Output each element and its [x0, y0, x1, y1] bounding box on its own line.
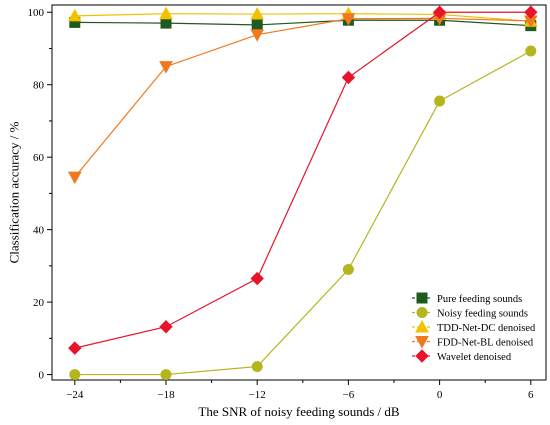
data-point [250, 271, 264, 286]
x-axis-title: The SNR of noisy feeding sounds / dB [198, 404, 399, 419]
data-point [342, 263, 354, 275]
series-layer [67, 5, 538, 381]
legend-marker [416, 307, 428, 318]
x-tick-label: −12 [249, 389, 266, 401]
series-1 [69, 45, 537, 381]
legend-label: TDD-Net-DC denoised [437, 323, 536, 334]
series-line [74, 50, 532, 376]
data-point [160, 369, 172, 381]
legend-label: Noisy feeding sounds [437, 309, 528, 320]
data-point [251, 361, 263, 373]
data-point [525, 45, 537, 57]
data-point [159, 6, 173, 20]
legend-item: Pure feeding sounds [412, 292, 522, 305]
data-point [250, 29, 265, 42]
legend-item: Wavelet denoised [412, 349, 512, 363]
x-tick-label: −6 [343, 389, 355, 401]
x-tick-label: −18 [157, 389, 175, 401]
data-point [69, 369, 81, 381]
y-tick-label: 100 [28, 7, 45, 19]
data-point [432, 5, 447, 19]
data-point [68, 341, 82, 355]
x-tick-label: 6 [528, 389, 534, 401]
data-point [67, 171, 82, 185]
y-tick-label: 60 [33, 152, 45, 164]
y-axis: 0 20 40 60 80 100 [28, 7, 52, 382]
y-tick-label: 0 [39, 370, 45, 382]
data-point [251, 19, 263, 31]
legend-item: FDD-Net-BL denoised [412, 336, 534, 349]
legend-label: Wavelet denoised [437, 352, 512, 363]
data-point [434, 95, 446, 107]
y-tick-label: 20 [33, 297, 45, 309]
series-line [74, 19, 531, 27]
legend-label: FDD-Net-BL denoised [437, 338, 534, 349]
data-point [159, 61, 173, 74]
data-point [250, 7, 265, 20]
legend-label: Pure feeding sounds [437, 294, 522, 305]
x-tick-label: −24 [66, 389, 84, 401]
plot-border [51, 4, 547, 381]
series-3 [67, 12, 538, 185]
data-point [159, 320, 173, 334]
x-axis: −24 −18 −12 −6 0 6 [66, 380, 534, 401]
legend-marker [415, 336, 429, 349]
data-point [524, 5, 538, 19]
series-4 [68, 5, 538, 355]
plot-frame [51, 4, 547, 381]
y-axis-title: Classification accuracy / % [7, 121, 22, 263]
series-0 [69, 14, 537, 32]
series-line [74, 17, 531, 178]
series-line [74, 11, 531, 349]
y-tick-label: 40 [33, 225, 45, 237]
legend: Pure feeding sounds Noisy feeding sounds T… [412, 292, 536, 363]
legend-marker [415, 349, 429, 363]
y-tick-label: 80 [33, 80, 45, 92]
series-2 [67, 6, 538, 27]
data-point [341, 13, 356, 26]
x-tick-label: 0 [437, 389, 443, 401]
legend-item: TDD-Net-DC denoised [412, 319, 536, 334]
legend-marker [416, 292, 428, 304]
data-point [67, 8, 82, 22]
legend-item: Noisy feeding sounds [412, 307, 528, 320]
series-line [74, 13, 531, 22]
data-point [160, 17, 172, 29]
data-point [341, 70, 356, 85]
legend-marker [415, 319, 429, 333]
